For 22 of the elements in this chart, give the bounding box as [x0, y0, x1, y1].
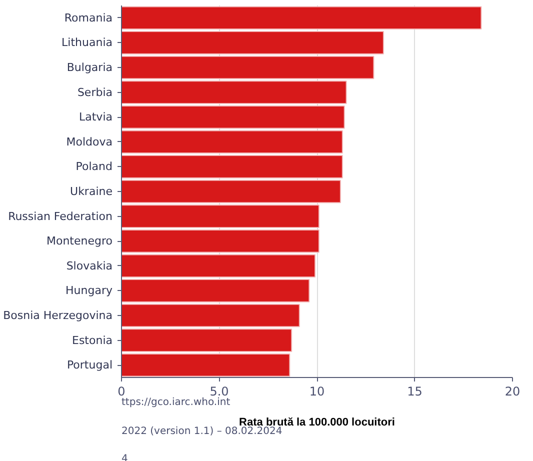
- x-tick-label: 15: [407, 384, 422, 398]
- y-tick-label: Portugal: [66, 358, 113, 372]
- y-tick-label: Estonia: [72, 334, 113, 347]
- y-tick-label: Romania: [64, 11, 113, 24]
- x-tick-label: 5.0: [210, 384, 229, 398]
- x-tick-label: 20: [504, 384, 520, 398]
- y-tick-label: Bosnia Herzegovina: [3, 309, 113, 322]
- y-tick-label: Lithuania: [62, 36, 113, 50]
- y-tick-label: Serbia: [77, 86, 113, 99]
- y-tick-label: Russian Federation: [8, 210, 113, 223]
- y-tick-label: Montenegro: [46, 234, 113, 248]
- y-tick-label: Bulgaria: [66, 61, 113, 74]
- text: ttps://gco.iarc.who.int: [122, 397, 230, 408]
- text: 2022 (version 1.1) – 08.02.2024: [122, 426, 282, 437]
- y-tick-label: Slovakia: [66, 259, 112, 272]
- y-tick-label: Poland: [76, 160, 113, 174]
- x-tick-label: 0: [118, 384, 126, 398]
- y-tick-label: Latvia: [79, 110, 113, 124]
- y-tick-label: Ukraine: [70, 185, 113, 198]
- y-tick-label: Hungary: [66, 284, 113, 298]
- x-tick-label: 10: [309, 384, 325, 398]
- y-tick-label: Moldova: [66, 135, 113, 148]
